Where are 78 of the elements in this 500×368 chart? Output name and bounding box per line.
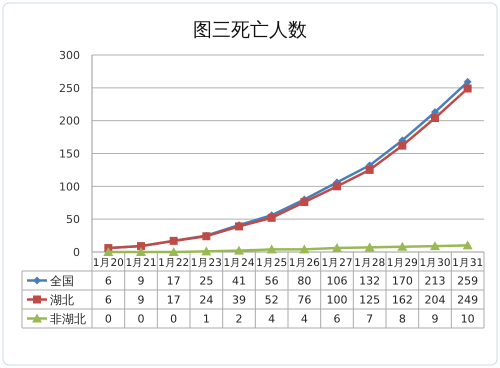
point <box>464 84 472 92</box>
data-label: 213 <box>424 274 446 288</box>
point <box>299 244 310 254</box>
legend-label: 湖北 <box>50 293 74 307</box>
point <box>462 240 473 250</box>
data-label: 41 <box>232 274 246 288</box>
x-tick-label: 1月31 <box>452 257 484 269</box>
data-label: 249 <box>457 294 478 306</box>
data-label: 100 <box>326 294 348 306</box>
data-label: 76 <box>297 294 312 306</box>
data-label: 162 <box>392 294 413 306</box>
data-label: 7 <box>366 312 374 326</box>
data-label: 0 <box>138 312 144 326</box>
point <box>234 246 244 255</box>
x-tick-label: 1月23 <box>190 257 222 269</box>
data-label: 9 <box>138 294 144 306</box>
data-label: 9 <box>432 312 438 326</box>
data-label: 80 <box>297 274 312 288</box>
data-label: 6 <box>334 312 340 326</box>
y-tick-label: 0 <box>73 246 80 259</box>
x-tick-label: 1月27 <box>321 257 353 269</box>
data-label: 17 <box>166 274 181 288</box>
data-label: 132 <box>359 274 380 288</box>
data-label: 204 <box>424 294 446 306</box>
data-label: 24 <box>199 294 214 306</box>
y-tick-label: 300 <box>59 49 80 62</box>
point <box>431 114 439 122</box>
x-tick-label: 1月21 <box>125 257 157 269</box>
legend-label: 全国 <box>50 274 74 288</box>
data-label: 6 <box>104 274 112 288</box>
data-label: 39 <box>232 294 246 306</box>
x-tick-label: 1月24 <box>223 257 255 269</box>
point <box>398 142 406 150</box>
x-tick-label: 1月22 <box>158 257 190 269</box>
y-tick-label: 100 <box>59 180 80 194</box>
data-label: 0 <box>170 312 178 326</box>
data-label: 0 <box>104 312 112 326</box>
point <box>268 214 276 222</box>
x-tick-label: 1月20 <box>92 257 124 269</box>
data-label: 106 <box>326 274 348 288</box>
chart-title: 图三死亡人数 <box>193 19 307 41</box>
point <box>364 242 375 252</box>
legend-label: 非湖北 <box>50 312 86 326</box>
point <box>397 242 408 251</box>
point <box>168 247 179 256</box>
data-label: 170 <box>392 274 413 288</box>
data-label: 9 <box>138 274 144 288</box>
point <box>333 182 341 190</box>
point <box>266 244 277 254</box>
x-tick-label: 1月26 <box>288 257 320 269</box>
x-tick-label: 1月28 <box>354 257 386 269</box>
point <box>103 247 114 256</box>
point <box>332 243 342 252</box>
point <box>430 241 440 250</box>
x-tick-label: 1月30 <box>419 257 451 269</box>
y-tick-label: 50 <box>66 213 80 226</box>
point <box>136 247 146 256</box>
point <box>366 166 374 174</box>
data-label: 17 <box>166 294 181 306</box>
data-label: 52 <box>264 294 279 306</box>
data-label: 4 <box>300 312 308 326</box>
data-label: 56 <box>264 274 279 288</box>
data-label: 259 <box>457 274 478 288</box>
point <box>201 246 212 256</box>
data-label: 6 <box>104 294 112 306</box>
point <box>300 198 308 206</box>
data-label: 2 <box>236 312 242 326</box>
data-label: 1 <box>202 312 210 326</box>
y-tick-label: 200 <box>59 114 80 128</box>
y-tick-label: 150 <box>59 148 80 160</box>
data-label: 8 <box>398 312 406 326</box>
x-tick-label: 1月29 <box>386 257 418 269</box>
data-label: 10 <box>460 312 475 326</box>
data-label: 4 <box>268 312 276 326</box>
x-tick-label: 1月25 <box>256 257 288 269</box>
data-label: 25 <box>199 274 214 288</box>
y-tick-label: 250 <box>59 82 80 95</box>
data-label: 125 <box>359 294 380 306</box>
